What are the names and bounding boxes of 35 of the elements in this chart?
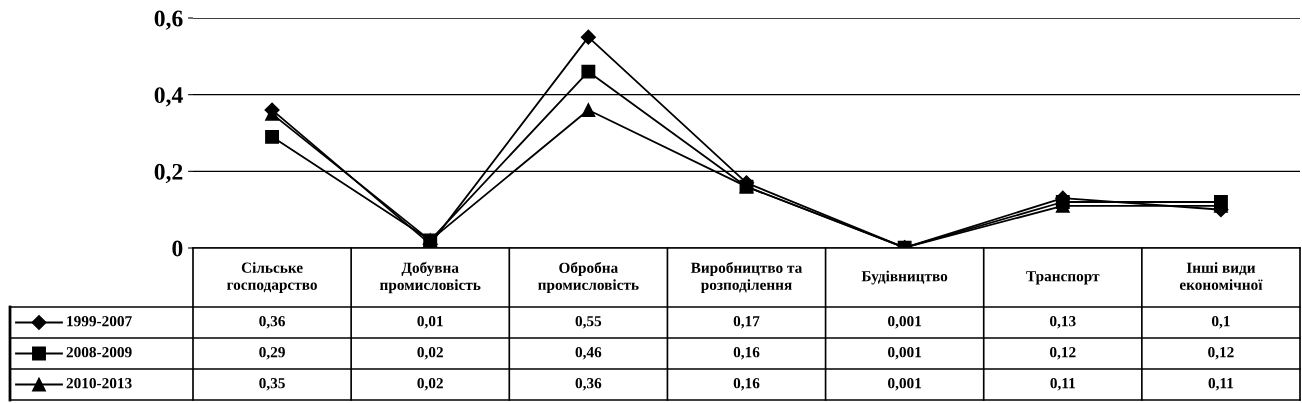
x-tick-label: Обробна промисловість [538, 261, 639, 294]
x-tick-label: Транспорт [1026, 271, 1100, 285]
legend-label: 2010-2013 [66, 378, 132, 389]
data-label: 0,46 [575, 347, 602, 360]
data-label: 0,11 [1208, 378, 1234, 391]
x-tick-label: Сільське господарство [227, 262, 317, 293]
data-label: 0,001 [888, 378, 922, 391]
data-label: 0,16 [733, 347, 760, 360]
data-label: 0,36 [259, 316, 285, 329]
data-label: 0,17 [733, 316, 760, 329]
data-label: 0,02 [417, 378, 443, 391]
y-tick-label: 0,6 [154, 10, 183, 30]
data-label: 0,01 [417, 316, 443, 329]
data-label: 0,12 [1208, 347, 1234, 360]
y-tick-label: 0 [172, 240, 183, 257]
x-tick-label: Виробництво та розподілення [690, 261, 803, 294]
data-label: 0,13 [1050, 316, 1076, 329]
legend-label: 2008-2009 [66, 347, 132, 358]
x-tick-label: Інші види економічної [1179, 262, 1263, 290]
data-label: 0,02 [417, 347, 443, 360]
data-label: 0,16 [733, 378, 760, 391]
y-tick-label: 0,4 [154, 87, 183, 107]
data-label: 0,29 [259, 347, 285, 360]
x-tick-label: Будівництво [861, 270, 948, 285]
data-label: 0,36 [575, 378, 602, 391]
data-label: 0,35 [259, 378, 285, 391]
y-tick-label: 0,2 [154, 163, 183, 184]
data-label: 0,1 [1211, 316, 1230, 329]
data-label: 0,001 [888, 316, 922, 329]
x-tick-label: Добувна промисловість [379, 261, 481, 294]
data-label: 0,001 [888, 347, 922, 360]
data-label: 0,11 [1050, 378, 1075, 391]
legend-label: 1999-2007 [67, 316, 132, 327]
data-label: 0,12 [1050, 347, 1076, 360]
data-label: 0,55 [575, 316, 602, 329]
